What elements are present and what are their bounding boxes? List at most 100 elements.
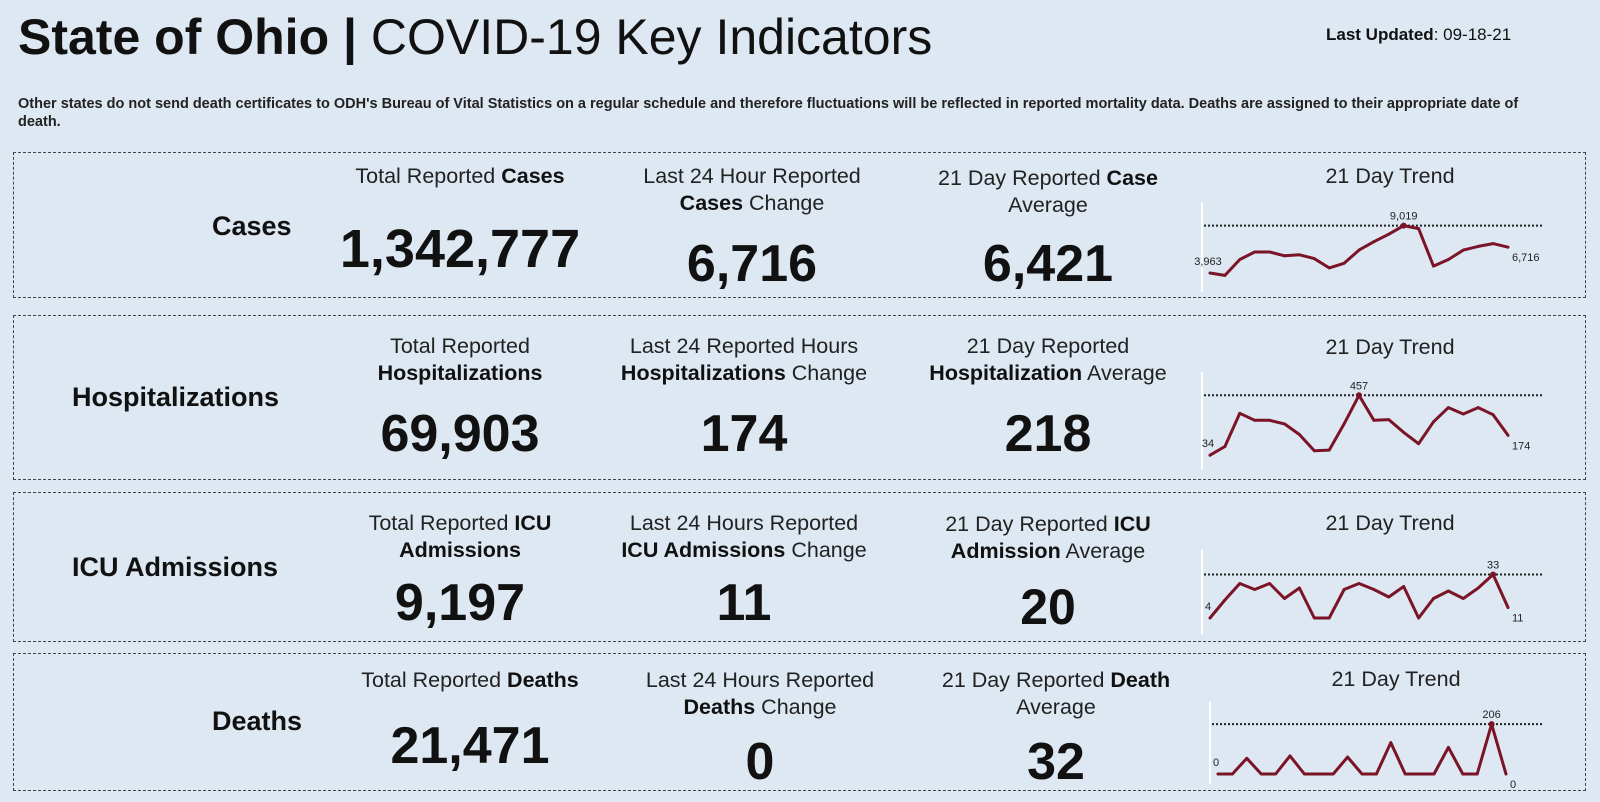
icu-trend-point bbox=[1506, 606, 1510, 609]
cases-trend-point bbox=[1342, 261, 1346, 265]
cases-trend-point bbox=[1491, 242, 1495, 245]
hospitalizations-trend-point bbox=[1447, 406, 1450, 409]
deaths-trend-point bbox=[1259, 772, 1263, 776]
deaths-trend-point bbox=[1231, 772, 1234, 776]
icu-trend-point bbox=[1387, 595, 1391, 599]
hospitalizations-trend-chart: 34 457 174 bbox=[1201, 372, 1544, 470]
hospitalizations-trend-point bbox=[1208, 453, 1212, 457]
hospitalizations-trend-point bbox=[1402, 430, 1406, 434]
deaths-trend-point bbox=[1317, 772, 1321, 776]
cases-total-value: 1,342,777 bbox=[339, 219, 581, 279]
icu-trend-chart: 4 33 11 bbox=[1201, 550, 1544, 634]
deaths-trend-point bbox=[1216, 772, 1220, 776]
hospitalizations-trend-max-label: 457 bbox=[1350, 380, 1368, 392]
hospitalizations-avg-title: 21 Day Reported Hospitalization Average bbox=[929, 334, 1167, 385]
deaths-trend-point bbox=[1475, 772, 1479, 776]
deaths-panel bbox=[13, 653, 1586, 791]
deaths-trend-point bbox=[1504, 772, 1508, 776]
icu-trend-point bbox=[1447, 589, 1450, 593]
page-title-bold: State of Ohio | bbox=[18, 9, 371, 65]
icu-trend-point bbox=[1283, 597, 1286, 600]
cases-trend-point bbox=[1476, 244, 1480, 248]
icu-trend-first-label: 4 bbox=[1205, 601, 1211, 613]
icu-trend-point bbox=[1476, 586, 1480, 590]
hospitalizations-trend-line bbox=[1208, 393, 1510, 457]
cases-avg-value: 6,421 bbox=[982, 235, 1114, 293]
cases-trend-point bbox=[1461, 248, 1465, 252]
deaths-trend-point bbox=[1331, 772, 1335, 776]
cases-trend-max-label: 9,019 bbox=[1390, 211, 1418, 223]
icu-trend-point bbox=[1253, 588, 1257, 591]
deaths-row-label: Deaths bbox=[212, 706, 303, 736]
cases-trend-point bbox=[1283, 254, 1286, 258]
cases-trend-point bbox=[1208, 271, 1212, 275]
hospitalizations-trend-max-marker bbox=[1356, 392, 1362, 399]
icu-trend-point bbox=[1327, 616, 1331, 620]
icu-trend-point bbox=[1357, 582, 1361, 585]
icu-trend-point bbox=[1342, 588, 1346, 591]
deaths-total-title: Total Reported Deaths bbox=[361, 668, 579, 692]
deaths-trend-point bbox=[1432, 772, 1436, 776]
deaths-trend-point bbox=[1346, 755, 1349, 759]
deaths-trend-point bbox=[1288, 754, 1292, 758]
deaths-trend-point bbox=[1303, 772, 1306, 776]
cases-trend-point bbox=[1223, 274, 1227, 277]
deaths-trend-point bbox=[1360, 772, 1364, 776]
hospitalizations-trend-point bbox=[1312, 449, 1316, 453]
hospitalizations-row-label: Hospitalizations bbox=[72, 382, 280, 412]
icu-trend-point bbox=[1432, 597, 1435, 600]
hospitalizations-trend-title: 21 Day Trend bbox=[1325, 335, 1455, 359]
hospitalizations-avg-value: 218 bbox=[1004, 405, 1092, 463]
icu-trend-last-label: 11 bbox=[1512, 613, 1523, 625]
cases-trend-first-label: 3,963 bbox=[1194, 256, 1222, 268]
hospitalizations-panel bbox=[13, 315, 1586, 480]
hospitalizations-last24-title: Last 24 Reported Hours Hospitalizations C… bbox=[620, 334, 868, 385]
hospitalizations-total-title: Total Reported Hospitalizations bbox=[377, 334, 543, 385]
hospitalizations-trend-point bbox=[1283, 422, 1286, 426]
hospitalizations-trend-first-label: 34 bbox=[1202, 438, 1214, 450]
icu-last24-title: Last 24 Hours Reported ICU Admissions Cha… bbox=[621, 511, 867, 562]
deaths-trend-point bbox=[1389, 741, 1393, 744]
icu-last24-value: 11 bbox=[716, 574, 772, 632]
hospitalizations-trend-point bbox=[1491, 413, 1495, 417]
icu-avg-value: 20 bbox=[1020, 579, 1076, 635]
cases-trend-point bbox=[1298, 253, 1301, 257]
deaths-trend-point bbox=[1403, 772, 1407, 776]
hospitalizations-trend-point bbox=[1476, 406, 1480, 409]
icu-trend-point bbox=[1312, 616, 1316, 620]
hospitalizations-trend-point bbox=[1506, 433, 1510, 437]
cases-trend-point bbox=[1238, 258, 1242, 261]
deaths-trend-point bbox=[1461, 772, 1465, 776]
cases-trend-point bbox=[1506, 245, 1510, 249]
hospitalizations-trend-point bbox=[1372, 418, 1376, 422]
hospitalizations-trend-point bbox=[1298, 433, 1301, 436]
cases-trend-max-marker bbox=[1400, 222, 1407, 229]
icu-trend-point bbox=[1402, 585, 1406, 588]
icu-avg-title: 21 Day Reported ICU Admission Average bbox=[945, 512, 1151, 563]
icu-trend-point bbox=[1238, 582, 1242, 585]
icu-trend-point bbox=[1208, 616, 1212, 620]
cases-avg-title: 21 Day Reported Case Average bbox=[938, 166, 1158, 217]
deaths-trend-last-label: 0 bbox=[1510, 779, 1516, 791]
cases-trend-point bbox=[1447, 258, 1450, 261]
deaths-total-value: 21,471 bbox=[390, 717, 550, 775]
hospitalizations-trend-point bbox=[1238, 411, 1242, 415]
hospitalizations-trend-point bbox=[1223, 445, 1227, 448]
hospitalizations-trend-point bbox=[1432, 420, 1435, 424]
hospitalizations-trend-point bbox=[1342, 422, 1346, 426]
cases-trend-point bbox=[1268, 250, 1271, 254]
hospitalizations-trend-point bbox=[1461, 412, 1465, 416]
deaths-trend-point bbox=[1418, 772, 1421, 776]
deaths-trend-point bbox=[1274, 772, 1277, 776]
cases-trend-point bbox=[1357, 248, 1361, 252]
cases-trend-point bbox=[1372, 240, 1376, 244]
icu-trend-max-label: 33 bbox=[1487, 560, 1499, 572]
icu-row-label: ICU Admissions bbox=[72, 552, 279, 582]
icu-total-title: Total Reported ICU Admissions bbox=[368, 511, 552, 562]
cases-trend-point bbox=[1387, 232, 1391, 236]
page-title-normal: COVID-19 Key Indicators bbox=[370, 9, 933, 65]
icu-trend-point bbox=[1461, 597, 1465, 600]
deaths-trend-title: 21 Day Trend bbox=[1331, 667, 1461, 691]
cases-total-title: Total Reported Cases bbox=[355, 164, 565, 188]
icu-panel bbox=[13, 492, 1586, 642]
